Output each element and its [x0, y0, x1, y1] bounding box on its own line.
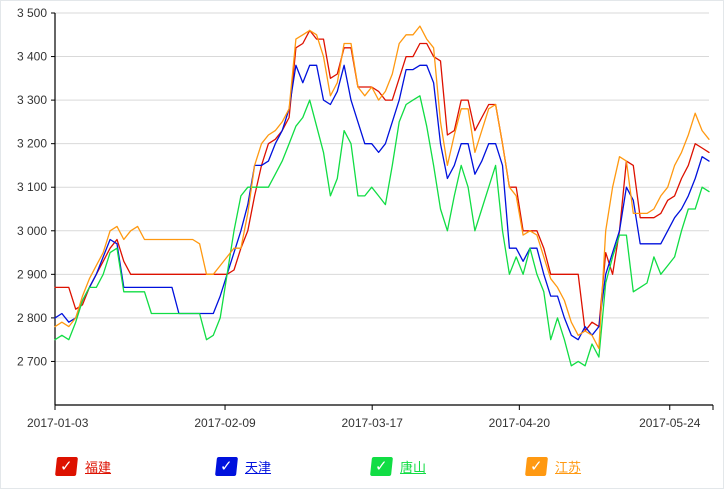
series-line-3: [54, 25, 710, 350]
check-icon: ✓: [375, 457, 388, 475]
series-line-2: [54, 95, 710, 367]
legend-checkbox-icon[interactable]: ✓: [215, 456, 238, 476]
y-axis-label: 3 100: [17, 180, 47, 194]
check-icon: ✓: [530, 457, 543, 475]
legend-label[interactable]: 江苏: [555, 459, 582, 475]
check-icon: ✓: [220, 457, 233, 475]
check-icon: ✓: [60, 457, 73, 475]
legend-checkbox-icon[interactable]: ✓: [55, 456, 78, 476]
y-axis-label: 3 400: [17, 50, 47, 64]
y-axis-label: 2 800: [17, 311, 47, 325]
legend-checkbox-icon[interactable]: ✓: [525, 456, 548, 476]
y-axis-label: 2 900: [17, 267, 47, 281]
series-line-0: [54, 29, 710, 332]
x-axis-label: 2017-04-20: [489, 416, 551, 430]
line-chart-canvas: 2 700 2 800 2 900 3 000 3 100 3 200 3 300 3 400…: [17, 6, 714, 430]
y-axis-label: 3 300: [17, 93, 47, 107]
y-axis-label: 3 000: [17, 224, 47, 238]
legend-label[interactable]: 福建: [85, 459, 112, 475]
legend-label[interactable]: 唐山: [400, 459, 427, 475]
x-axis-label: 2017-01-03: [27, 416, 89, 430]
chart-legend: ✓ 福建 ✓ 天津 ✓ 唐山 ✓ 江苏: [1, 445, 724, 487]
x-axis-label: 2017-03-17: [341, 416, 403, 430]
legend-item-1[interactable]: ✓ 天津: [215, 456, 272, 476]
series-line-1: [54, 64, 710, 341]
x-axis-label: 2017-05-24: [639, 416, 701, 430]
x-axis-label: 2017-02-09: [194, 416, 256, 430]
legend-item-2[interactable]: ✓ 唐山: [370, 456, 427, 476]
y-axis-label: 2 700: [17, 354, 47, 368]
y-axis-label: 3 500: [17, 6, 47, 20]
legend-item-3[interactable]: ✓ 江苏: [525, 456, 582, 476]
legend-label[interactable]: 天津: [245, 459, 272, 475]
y-axis-label: 3 200: [17, 137, 47, 151]
legend-item-0[interactable]: ✓ 福建: [55, 456, 112, 476]
legend-checkbox-icon[interactable]: ✓: [370, 456, 393, 476]
